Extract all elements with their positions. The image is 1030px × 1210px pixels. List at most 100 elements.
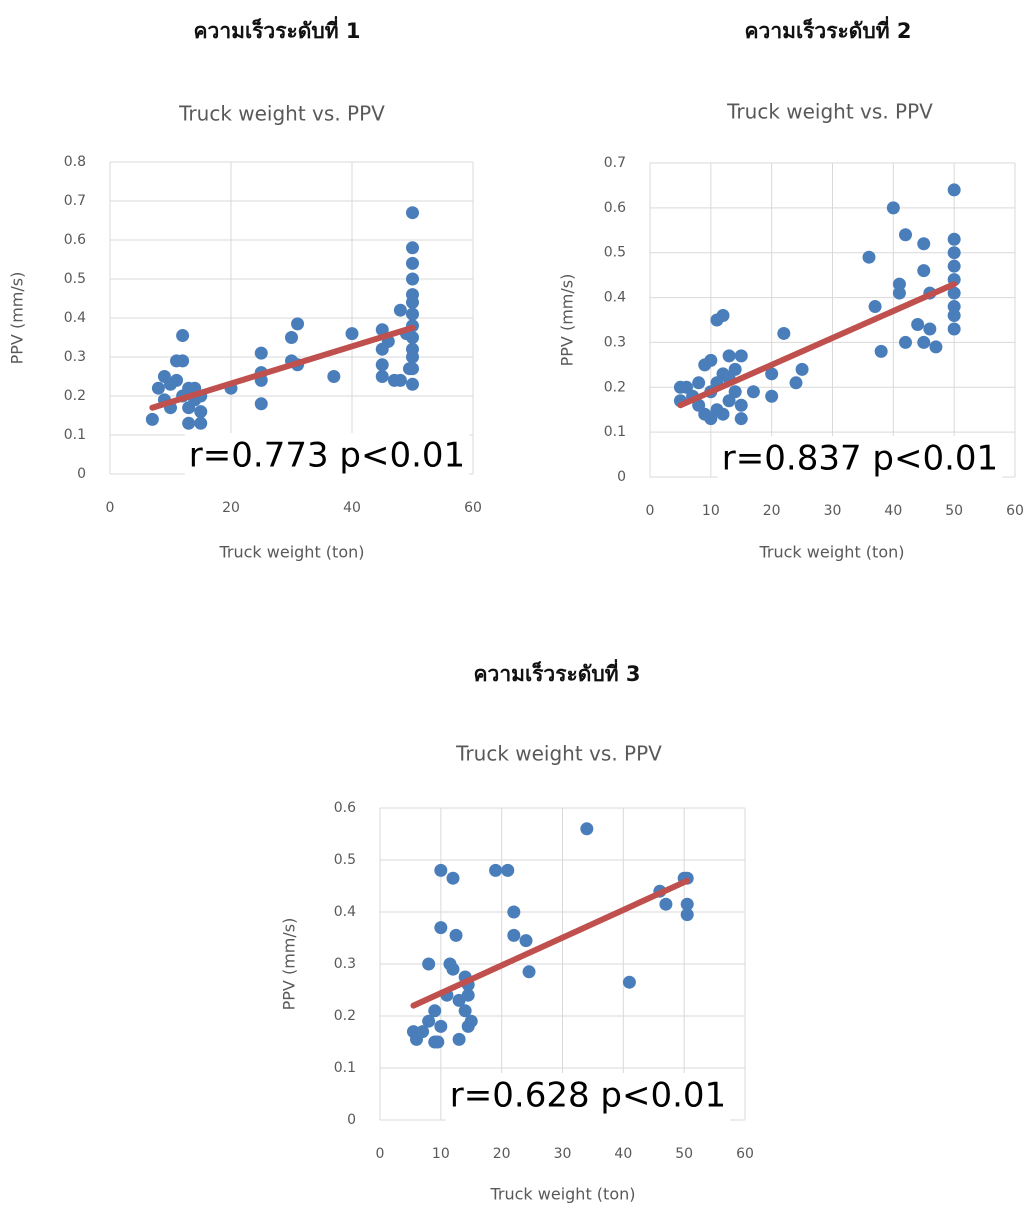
- y-axis-label: PPV (mm/s): [280, 918, 299, 1011]
- y-tick-label: 0.1: [64, 427, 86, 443]
- point: [765, 389, 779, 403]
- trend-line: [677, 281, 958, 409]
- point: [680, 897, 694, 911]
- point: [151, 381, 165, 395]
- y-tick-label: 0.8: [64, 154, 86, 170]
- heading: ความเร็วระดับที่ 1: [193, 15, 360, 43]
- chart-title: Truck weight vs. PPV: [455, 742, 662, 766]
- trend-line: [410, 877, 691, 1009]
- point: [406, 295, 419, 309]
- point: [929, 340, 943, 354]
- point: [393, 373, 407, 387]
- x-tick-label: 40: [614, 1146, 632, 1162]
- point: [519, 934, 533, 948]
- point: [892, 286, 906, 300]
- x-tick-label: 30: [824, 503, 842, 519]
- x-tick-label: 60: [1006, 503, 1024, 519]
- point: [704, 353, 718, 367]
- y-tick-label: 0.5: [604, 245, 626, 261]
- point: [422, 957, 436, 971]
- point: [461, 988, 475, 1002]
- point: [375, 358, 389, 372]
- heading: ความเร็วระดับที่ 3: [473, 658, 640, 686]
- point: [947, 322, 961, 336]
- y-tick-label: 0.3: [334, 956, 356, 972]
- point: [734, 398, 748, 412]
- point: [406, 272, 419, 286]
- point: [947, 286, 961, 300]
- y-tick-label: 0: [617, 469, 626, 485]
- point: [402, 362, 416, 376]
- point: [947, 259, 961, 273]
- x-tick-label: 40: [343, 500, 361, 516]
- point: [911, 317, 925, 331]
- point: [449, 928, 463, 942]
- x-tick-label: 20: [493, 1146, 511, 1162]
- point: [393, 303, 407, 317]
- point: [868, 300, 882, 314]
- y-tick-label: 0: [347, 1112, 356, 1128]
- point: [254, 397, 268, 411]
- y-tick-label: 0.2: [334, 1008, 356, 1024]
- point: [406, 307, 419, 321]
- point: [728, 385, 742, 399]
- x-tick-label: 0: [376, 1146, 385, 1162]
- point: [874, 344, 888, 358]
- point: [917, 335, 931, 349]
- x-axis-label: Truck weight (ton): [758, 543, 904, 562]
- point: [464, 1014, 478, 1028]
- y-tick-label: 0.2: [64, 388, 86, 404]
- annotation-box: [717, 436, 1003, 484]
- x-tick-label: 50: [945, 503, 963, 519]
- annotation-box: [184, 433, 470, 481]
- point: [176, 354, 190, 368]
- y-tick-label: 0.4: [334, 904, 356, 920]
- x-axis-label: Truck weight (ton): [218, 543, 364, 562]
- point: [722, 349, 736, 363]
- point: [434, 1019, 448, 1033]
- point: [899, 228, 912, 242]
- x-tick-label: 20: [763, 503, 781, 519]
- point: [522, 965, 536, 979]
- y-tick-label: 0.5: [334, 852, 356, 868]
- point: [507, 905, 521, 919]
- point: [501, 863, 515, 877]
- y-tick-label: 0.7: [64, 193, 86, 209]
- point: [345, 327, 359, 341]
- point: [406, 241, 419, 255]
- x-tick-label: 10: [432, 1146, 450, 1162]
- annotation: r=0.837 p<0.01: [722, 439, 998, 479]
- point: [716, 309, 730, 323]
- point: [692, 376, 706, 390]
- point: [489, 863, 503, 877]
- point: [458, 1004, 472, 1018]
- point: [182, 416, 196, 430]
- point: [434, 863, 448, 877]
- point: [327, 370, 341, 383]
- point: [145, 412, 159, 426]
- point: [659, 897, 673, 911]
- y-tick-label: 0.2: [604, 379, 626, 395]
- point: [194, 405, 208, 419]
- point: [728, 362, 742, 376]
- point: [622, 975, 636, 989]
- point: [917, 237, 931, 251]
- point: [170, 373, 184, 387]
- point: [176, 329, 190, 343]
- point: [947, 246, 961, 260]
- point: [734, 349, 748, 363]
- y-axis-label: PPV (mm/s): [8, 272, 27, 365]
- x-tick-label: 10: [702, 503, 720, 519]
- point: [285, 331, 298, 344]
- point: [789, 376, 803, 390]
- y-tick-label: 0.4: [64, 310, 86, 326]
- point: [291, 317, 305, 331]
- point: [434, 921, 448, 935]
- y-tick-label: 0.6: [334, 800, 356, 816]
- point: [194, 416, 208, 430]
- x-tick-label: 20: [222, 500, 240, 516]
- point: [680, 908, 694, 922]
- point: [406, 256, 419, 270]
- y-tick-label: 0.5: [64, 271, 86, 287]
- point: [917, 264, 931, 278]
